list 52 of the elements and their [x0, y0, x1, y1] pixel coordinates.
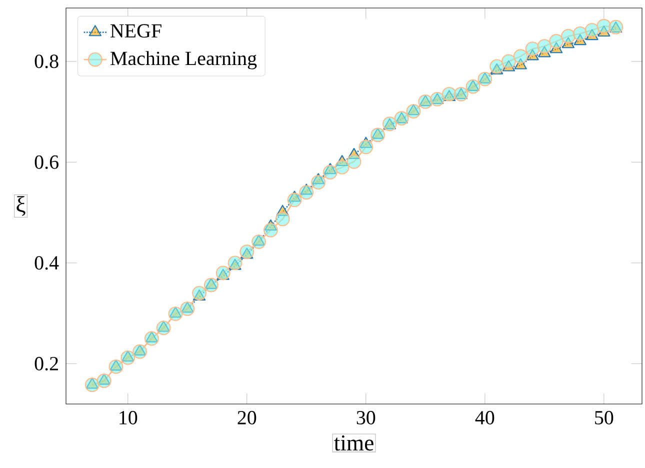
- point: [132, 344, 147, 359]
- point: [537, 39, 552, 54]
- point: [346, 154, 362, 169]
- point: [323, 165, 338, 180]
- point: [168, 306, 183, 322]
- point: [596, 18, 612, 34]
- point: [358, 140, 374, 154]
- x-tick-label: 40: [475, 410, 494, 424]
- x-tick-label: 20: [238, 410, 256, 424]
- point: [584, 22, 600, 38]
- point: [204, 278, 218, 292]
- x-tick-label: 10: [120, 410, 138, 424]
- point: [287, 192, 302, 208]
- point: [490, 59, 504, 74]
- y-tick-label: 0.4: [34, 256, 59, 270]
- legend-label: NEGF: [110, 24, 162, 38]
- point: [478, 72, 492, 86]
- point: [561, 29, 576, 44]
- point: [370, 128, 386, 142]
- point: [572, 26, 588, 41]
- legend-label: Machine Learning: [110, 51, 257, 70]
- y-tick-label: 0.2: [34, 356, 58, 370]
- x-tick-label: 30: [356, 410, 376, 424]
- point: [263, 222, 278, 238]
- point: [442, 86, 456, 102]
- point: [228, 256, 242, 270]
- point: [525, 42, 540, 56]
- point: [275, 212, 290, 226]
- y-tick-label: 0.6: [34, 155, 58, 169]
- point: [108, 360, 124, 374]
- point: [120, 350, 136, 365]
- point: [216, 266, 230, 280]
- point: [406, 104, 421, 118]
- point: [192, 286, 206, 300]
- x-tick-label: 50: [595, 410, 614, 424]
- point: [180, 302, 195, 316]
- point: [252, 234, 266, 249]
- y-axis-title: ξ: [16, 196, 26, 216]
- point: [334, 160, 350, 174]
- point: [84, 378, 100, 392]
- point: [549, 34, 564, 48]
- point: [144, 331, 159, 346]
- point: [240, 244, 254, 260]
- point: [502, 54, 516, 69]
- x-axis-title: time: [334, 435, 374, 451]
- point: [96, 374, 112, 388]
- point: [311, 175, 326, 190]
- point: [466, 79, 480, 94]
- point: [156, 320, 171, 336]
- point: [513, 49, 528, 64]
- point: [299, 185, 314, 200]
- y-tick-label: 0.8: [34, 54, 58, 68]
